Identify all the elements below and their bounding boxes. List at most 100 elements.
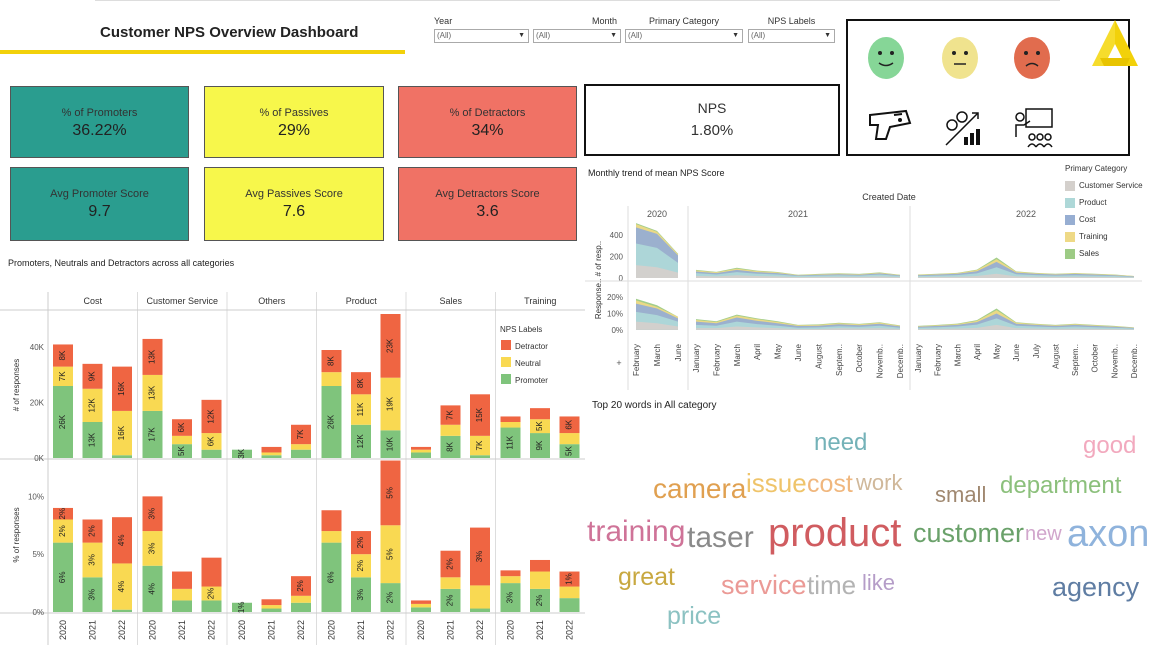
legend-swatch bbox=[501, 374, 511, 384]
trend-area bbox=[918, 324, 1134, 330]
filter-nps-select[interactable]: (All) ▼ bbox=[748, 29, 835, 43]
bar-segment bbox=[261, 605, 282, 609]
kpi-nps: NPS 1.80% bbox=[584, 84, 840, 156]
bar-data-label: 2% bbox=[356, 537, 365, 549]
kpi-avg-detractor: Avg Detractors Score 3.6 bbox=[398, 167, 577, 241]
happy-face-icon bbox=[868, 37, 904, 79]
bar-data-label: 12K bbox=[207, 409, 216, 424]
bar-data-label: 2% bbox=[386, 592, 395, 604]
bar-segment bbox=[351, 577, 371, 612]
filter-month[interactable]: Month (All) ▼ bbox=[533, 16, 621, 46]
bar-segment bbox=[380, 430, 401, 458]
bar-segment bbox=[291, 602, 311, 612]
trend-y-axis-title: Response.. # of resp.. bbox=[594, 241, 603, 319]
x-tick-label: 2020 bbox=[416, 620, 426, 640]
kpi-label: Avg Promoter Score bbox=[50, 188, 149, 200]
filter-year[interactable]: Year (All) ▼ bbox=[434, 16, 529, 46]
trend-y-tick: 0 bbox=[619, 274, 624, 283]
trend-x-tick: April bbox=[973, 344, 982, 360]
kpi-label: Avg Passives Score bbox=[245, 188, 343, 200]
trend-x-tick: February bbox=[632, 344, 641, 376]
trend-area bbox=[918, 318, 1134, 330]
kpi-passives-pct: % of Passives 29% bbox=[204, 86, 384, 158]
bar-segment bbox=[291, 595, 311, 603]
bar-segment bbox=[321, 372, 342, 386]
bar-data-label: 8K bbox=[327, 356, 336, 366]
trend-year-label: 2022 bbox=[1016, 209, 1036, 219]
word-cloud-term: customer bbox=[913, 518, 1025, 548]
trend-area bbox=[636, 265, 678, 278]
x-tick-label: 2022 bbox=[207, 620, 217, 640]
bar-data-label: 3% bbox=[506, 592, 515, 604]
filter-category-select[interactable]: (All) ▼ bbox=[625, 29, 743, 43]
training-icon bbox=[1015, 108, 1053, 148]
word-cloud-term: time bbox=[807, 570, 857, 600]
bar-data-label: 1% bbox=[565, 573, 574, 585]
bar-data-label: 11K bbox=[506, 435, 515, 449]
bar-segment bbox=[172, 419, 192, 436]
trend-x-tick: October bbox=[855, 344, 864, 373]
legend-label: Promoter bbox=[515, 376, 548, 385]
legend-label: Detractor bbox=[515, 342, 548, 351]
bar-segment bbox=[351, 372, 371, 395]
bar-data-label: 2% bbox=[207, 588, 216, 600]
bar-segment bbox=[261, 599, 282, 606]
filter-year-value: (All) bbox=[437, 31, 452, 40]
dropdown-arrow-icon: ▼ bbox=[824, 32, 831, 39]
bar-segment bbox=[53, 344, 73, 367]
bar-segment bbox=[559, 444, 580, 458]
brand-logo-icon bbox=[1092, 20, 1138, 66]
bar-segment bbox=[440, 424, 461, 436]
legend-swatch bbox=[1065, 231, 1075, 242]
bar-segment bbox=[411, 607, 431, 612]
bar-segment bbox=[53, 366, 73, 386]
page-title: Customer NPS Overview Dashboard bbox=[100, 24, 359, 41]
word-cloud-term: like bbox=[862, 570, 896, 595]
bar-segment bbox=[440, 588, 461, 612]
bar-segment bbox=[53, 507, 73, 520]
bar-group-header: Training bbox=[524, 296, 556, 306]
trend-legend-item: Customer Service bbox=[1065, 177, 1153, 194]
bar-segment bbox=[82, 363, 103, 389]
kpi-value: 29% bbox=[277, 122, 311, 139]
kpi-promoters-pct: % of Promoters 36.22% bbox=[10, 86, 189, 158]
icon-panel bbox=[846, 19, 1130, 156]
bar-group-header: Customer Service bbox=[146, 296, 218, 306]
bar-segment bbox=[530, 571, 550, 589]
bar-segment bbox=[559, 571, 580, 587]
bar-data-label: 13K bbox=[88, 432, 97, 447]
bar-segment bbox=[291, 576, 311, 596]
bar-segment bbox=[112, 517, 132, 564]
bar-segment bbox=[380, 583, 401, 612]
kpi-avg-promoter: Avg Promoter Score 9.7 bbox=[10, 167, 189, 241]
word-cloud-term: good bbox=[1083, 432, 1137, 459]
bar-segment bbox=[470, 585, 490, 609]
bar-segment bbox=[470, 394, 490, 436]
bar-segment bbox=[321, 531, 342, 543]
filter-primary-category[interactable]: Primary Category (All) ▼ bbox=[625, 16, 743, 46]
bar-segment bbox=[82, 388, 103, 422]
filter-month-select[interactable]: (All) ▼ bbox=[533, 29, 621, 43]
bar-data-label: 2% bbox=[58, 525, 67, 537]
bar-segment bbox=[53, 519, 73, 543]
kpi-label: % of Promoters bbox=[61, 107, 138, 119]
filter-year-select[interactable]: (All) ▼ bbox=[434, 29, 529, 43]
filter-nps-labels[interactable]: NPS Labels (All) ▼ bbox=[748, 16, 835, 46]
trend-legend: Primary Category Customer Service Product C… bbox=[1065, 164, 1153, 262]
trend-legend-item: Training bbox=[1065, 228, 1153, 245]
bar-segment bbox=[470, 455, 490, 458]
legend-swatch bbox=[501, 357, 511, 367]
bar-data-label: 16K bbox=[117, 425, 126, 440]
legend-swatch bbox=[1065, 214, 1075, 225]
nps-trend-chart[interactable]: Created Date Response.. # of resp.. +400 20… bbox=[585, 180, 1153, 390]
bar-data-label: 2% bbox=[356, 560, 365, 572]
nps-bar-chart[interactable]: Cost Customer Service Others Product Sales Tr… bbox=[0, 280, 585, 650]
bar-data-label: 15K bbox=[475, 407, 484, 422]
bar-data-label: 2% bbox=[535, 595, 544, 607]
bar-segment bbox=[201, 586, 222, 601]
kpi-value: 34% bbox=[471, 122, 504, 139]
bar-segment bbox=[261, 452, 282, 456]
bar-segment bbox=[440, 435, 461, 458]
bar-segment bbox=[172, 444, 192, 458]
bar-data-label: 3% bbox=[88, 554, 97, 566]
